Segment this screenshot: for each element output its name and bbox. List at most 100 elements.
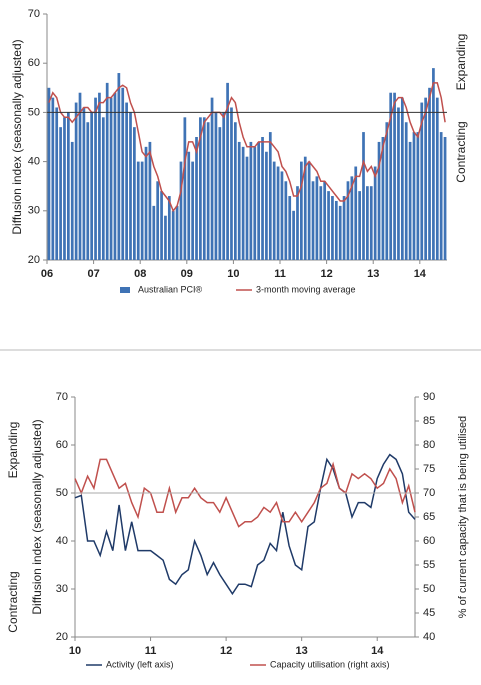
y-tick-label: 50: [28, 106, 40, 118]
y2-tick-label: 65: [423, 511, 435, 523]
bar: [400, 97, 404, 260]
bar: [435, 97, 439, 260]
x-tick-label: 14: [371, 645, 384, 657]
bar: [133, 127, 136, 260]
y2-tick-label: 75: [423, 463, 435, 475]
bar: [323, 181, 327, 260]
bar: [366, 186, 369, 260]
bar: [109, 97, 113, 260]
bar: [117, 73, 121, 260]
bar: [327, 191, 330, 260]
bar: [47, 87, 51, 260]
bar: [160, 191, 163, 260]
bar: [404, 122, 408, 261]
bar: [381, 137, 385, 260]
y2-axis-title: % of current capacity that is being util…: [457, 416, 469, 618]
bar: [265, 151, 268, 260]
x-tick-label: 13: [296, 645, 308, 657]
bar: [55, 107, 59, 260]
bar: [59, 127, 62, 260]
bar: [276, 166, 280, 260]
bar: [230, 107, 233, 260]
bar: [288, 196, 292, 260]
bar: [222, 112, 226, 261]
bar: [226, 82, 229, 260]
bar: [195, 137, 198, 260]
y2-tick-label: 40: [423, 631, 435, 643]
bar: [319, 186, 323, 260]
bar: [241, 146, 245, 260]
bar: [144, 146, 148, 260]
y2-tick-label: 45: [423, 607, 435, 619]
legend-label: Capacity utilisation (right axis): [270, 659, 390, 669]
bar: [358, 191, 361, 260]
bar: [300, 161, 303, 260]
bar: [237, 141, 241, 260]
bar: [377, 141, 381, 260]
bar: [268, 132, 272, 260]
annotation: Expanding: [6, 422, 20, 479]
y2-tick-label: 70: [423, 487, 435, 499]
legend-swatch: [120, 287, 130, 293]
bar: [199, 117, 202, 260]
y-axis-title: Diffusion index (seasonally adjusted): [30, 419, 44, 614]
bar: [416, 132, 420, 260]
bar: [296, 186, 299, 260]
bar: [292, 210, 295, 260]
bar: [315, 176, 319, 260]
bar: [253, 146, 257, 260]
bar: [210, 97, 214, 260]
bar: [362, 132, 365, 260]
bar: [187, 151, 191, 260]
legend-label: Activity (left axis): [106, 659, 174, 669]
y-tick-label: 70: [56, 391, 68, 403]
legend-label: 3-month moving average: [256, 284, 356, 294]
y2-tick-label: 85: [423, 415, 435, 427]
bar: [342, 196, 346, 260]
bar: [63, 117, 66, 260]
bar: [397, 107, 400, 260]
bar: [202, 117, 206, 260]
bar: [214, 112, 218, 261]
y-tick-label: 20: [56, 631, 68, 643]
y-tick-label: 30: [56, 583, 68, 595]
bar: [249, 141, 253, 260]
y2-tick-label: 60: [423, 535, 435, 547]
y-tick-label: 20: [28, 254, 40, 266]
bar: [74, 102, 78, 260]
bar: [257, 141, 261, 260]
y-tick-label: 60: [28, 57, 40, 69]
bar: [346, 181, 350, 260]
bar: [412, 132, 416, 260]
y-tick-label: 40: [28, 156, 40, 168]
bar: [331, 196, 334, 260]
bar: [90, 112, 94, 261]
bar: [432, 68, 435, 261]
x-tick-label: 10: [69, 645, 81, 657]
bar: [148, 141, 152, 260]
y-tick-label: 30: [28, 205, 40, 217]
line: [48, 82, 446, 213]
x-tick-label: 09: [181, 268, 193, 280]
x-tick-label: 11: [274, 268, 286, 280]
x-tick-label: 06: [41, 268, 53, 280]
bar: [121, 87, 125, 260]
bar: [140, 161, 144, 260]
bar: [105, 82, 109, 260]
y2-tick-label: 50: [423, 583, 435, 595]
bar: [369, 186, 373, 260]
line: [74, 453, 416, 596]
bar: [129, 112, 132, 261]
bar: [389, 92, 393, 260]
bar: [136, 161, 140, 260]
bar: [113, 92, 117, 260]
annotation: Contracting: [6, 571, 20, 632]
bar: [303, 156, 307, 260]
y-tick-label: 60: [56, 439, 68, 451]
annotation: Contracting: [454, 121, 468, 182]
bar: [393, 92, 396, 260]
y-tick-label: 70: [28, 8, 40, 20]
bar: [218, 127, 222, 260]
bar: [51, 97, 55, 260]
